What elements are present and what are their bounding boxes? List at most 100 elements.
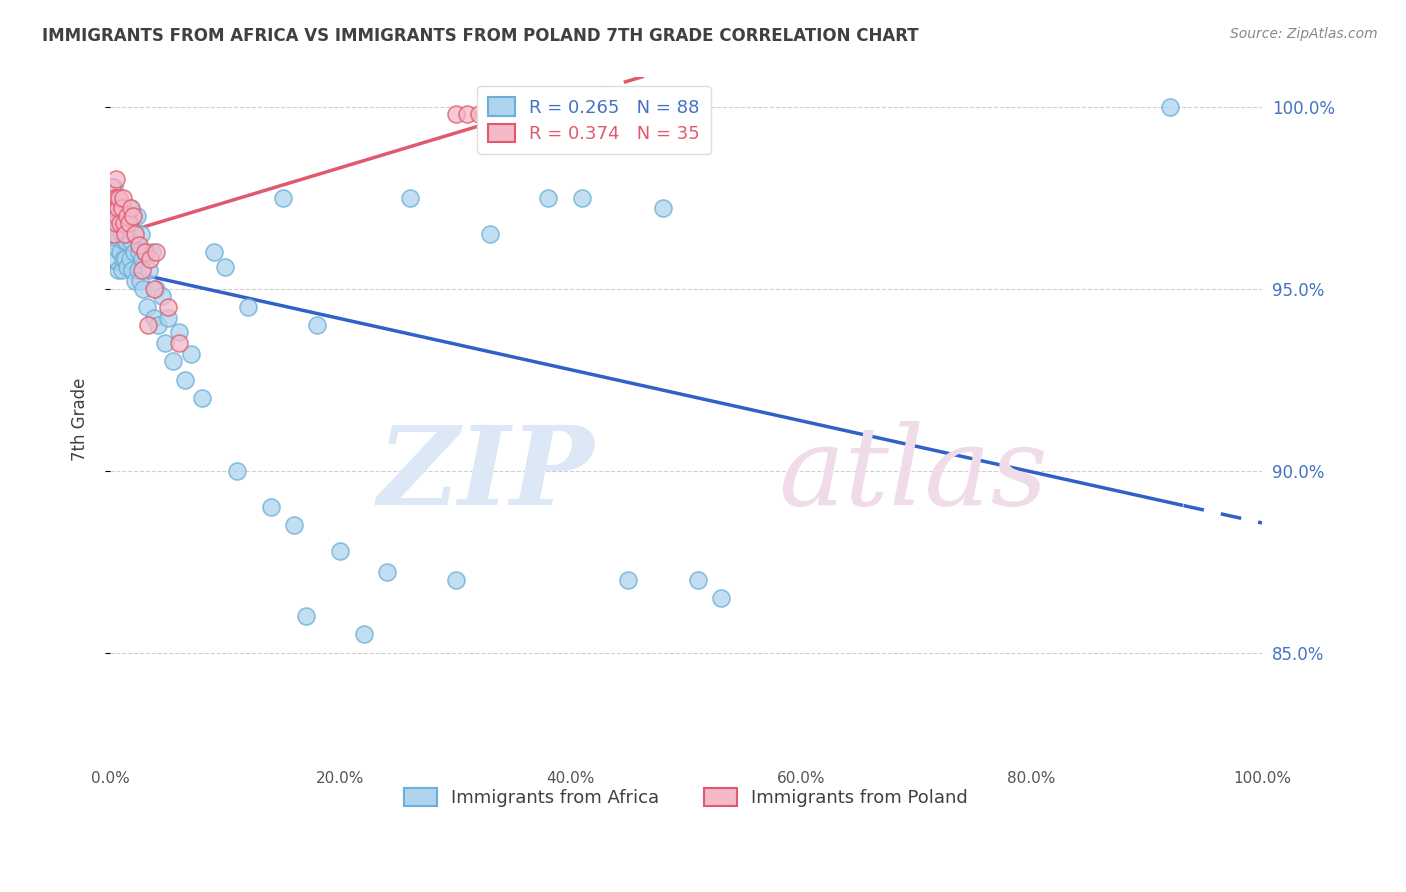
Point (104, 234, 127, 248)
Point (122, 209, 145, 223)
Point (100, 205, 122, 219)
Y-axis label: 7th Grade: 7th Grade (72, 378, 89, 461)
Point (124, 227, 146, 241)
Point (117, 227, 139, 241)
Point (104, 212, 127, 227)
Point (124, 227, 146, 241)
Point (103, 190, 125, 204)
Text: atlas: atlas (778, 421, 1047, 528)
Point (117, 260, 139, 274)
Point (101, 194, 124, 209)
Legend: Immigrants from Africa, Immigrants from Poland: Immigrants from Africa, Immigrants from … (396, 780, 976, 814)
Point (617, 573, 640, 587)
Point (142, 282, 165, 296)
Point (191, 391, 214, 405)
Point (101, 179, 124, 194)
Point (145, 282, 167, 296)
Text: IMMIGRANTS FROM AFRICA VS IMMIGRANTS FROM POLAND 7TH GRADE CORRELATION CHART: IMMIGRANTS FROM AFRICA VS IMMIGRANTS FRO… (42, 27, 918, 45)
Point (112, 234, 135, 248)
Point (104, 252, 127, 267)
Point (139, 252, 162, 267)
Point (105, 190, 128, 204)
Point (444, 573, 467, 587)
Point (117, 216, 139, 230)
Point (110, 216, 132, 230)
Point (104, 216, 127, 230)
Point (214, 260, 236, 274)
Point (105, 242, 128, 256)
Point (100, 209, 122, 223)
Point (110, 216, 132, 230)
Point (115, 202, 138, 216)
Point (111, 202, 134, 216)
Point (110, 245, 132, 260)
Point (104, 172, 127, 186)
Point (134, 245, 156, 260)
Point (121, 223, 143, 237)
Point (134, 245, 156, 260)
Point (110, 263, 132, 277)
Point (112, 209, 135, 223)
Point (167, 325, 190, 339)
Point (101, 219, 124, 234)
Point (132, 282, 155, 296)
Point (108, 190, 131, 204)
Point (467, 107, 489, 121)
Point (156, 310, 179, 325)
Point (141, 245, 163, 260)
Point (260, 500, 283, 514)
Point (353, 627, 375, 641)
Point (121, 263, 143, 277)
Point (444, 107, 467, 121)
Point (225, 464, 247, 478)
Point (114, 227, 136, 241)
Point (138, 263, 160, 277)
Point (114, 252, 136, 267)
Point (103, 179, 125, 194)
Point (110, 202, 132, 216)
Point (107, 209, 129, 223)
Point (114, 227, 136, 241)
Point (398, 190, 420, 204)
Point (107, 202, 129, 216)
Point (104, 205, 127, 219)
Point (120, 202, 142, 216)
Point (118, 252, 141, 267)
Point (110, 227, 132, 241)
Text: ZIP: ZIP (377, 421, 593, 528)
Point (375, 566, 398, 580)
Point (128, 238, 150, 252)
Point (491, 107, 513, 121)
Point (111, 190, 134, 204)
Point (103, 223, 125, 237)
Point (162, 354, 184, 368)
Point (167, 336, 190, 351)
Point (117, 202, 139, 216)
Point (122, 245, 145, 260)
Point (271, 190, 294, 204)
Point (329, 543, 352, 558)
Point (105, 216, 128, 230)
Point (124, 274, 146, 288)
Point (307, 318, 329, 332)
Point (129, 227, 152, 241)
Point (686, 573, 709, 587)
Point (108, 202, 131, 216)
Point (283, 518, 305, 533)
Point (456, 107, 478, 121)
Text: Source: ZipAtlas.com: Source: ZipAtlas.com (1230, 27, 1378, 41)
Point (479, 227, 502, 241)
Point (103, 227, 125, 241)
Point (107, 230, 129, 244)
Point (127, 263, 149, 277)
Point (571, 190, 593, 204)
Point (108, 223, 131, 237)
Point (131, 252, 153, 267)
Point (105, 198, 128, 212)
Point (238, 300, 260, 314)
Point (105, 209, 128, 223)
Point (115, 234, 138, 248)
Point (120, 234, 142, 248)
Point (117, 209, 139, 223)
Point (104, 227, 127, 241)
